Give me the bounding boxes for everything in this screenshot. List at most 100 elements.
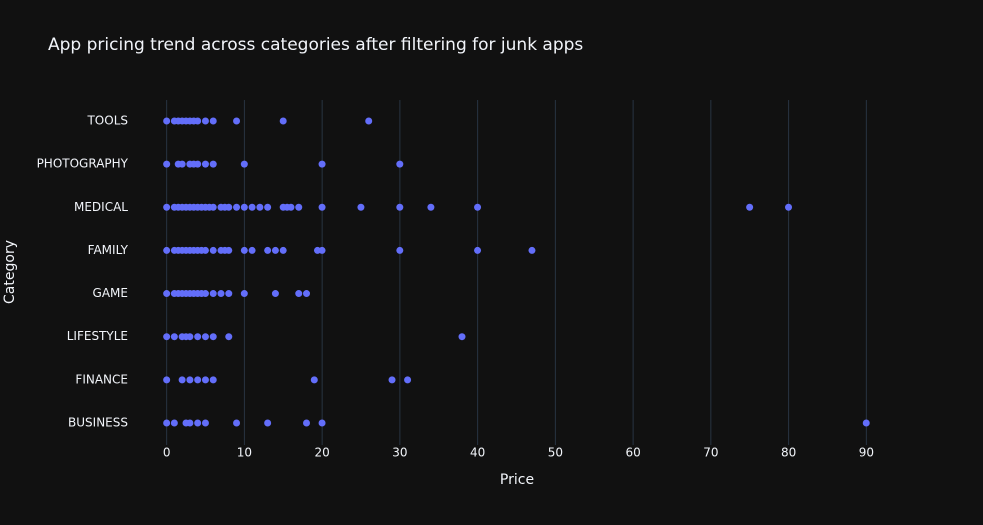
point <box>201 246 209 254</box>
point <box>303 290 311 298</box>
point <box>233 203 241 211</box>
point <box>287 203 295 211</box>
x-tick-label: 0 <box>163 446 171 460</box>
point <box>264 203 272 211</box>
point <box>785 203 793 211</box>
x-tick-label: 20 <box>315 446 330 460</box>
chart-title: App pricing trend across categories afte… <box>48 35 583 55</box>
point <box>163 333 171 341</box>
point <box>404 376 412 384</box>
point <box>271 246 279 254</box>
x-axis-title: Price <box>500 472 534 488</box>
y-tick-label: TOOLS <box>86 114 128 128</box>
point <box>279 246 287 254</box>
point <box>256 203 264 211</box>
point <box>163 160 171 168</box>
point <box>201 333 209 341</box>
point <box>209 246 217 254</box>
point <box>225 290 233 298</box>
point <box>217 290 225 298</box>
x-tick-label: 70 <box>703 446 718 460</box>
point <box>178 376 186 384</box>
x-tick-label: 90 <box>859 446 874 460</box>
y-tick-label: GAME <box>93 286 128 300</box>
point <box>225 246 233 254</box>
point <box>201 117 209 125</box>
point <box>201 160 209 168</box>
point <box>264 246 272 254</box>
point <box>170 419 178 427</box>
point <box>248 246 256 254</box>
point <box>233 419 241 427</box>
point <box>225 333 233 341</box>
point <box>194 160 202 168</box>
point <box>163 419 171 427</box>
point <box>365 117 373 125</box>
point <box>240 203 248 211</box>
point <box>357 203 365 211</box>
point <box>396 246 404 254</box>
point <box>862 419 870 427</box>
x-tick-label: 50 <box>548 446 563 460</box>
x-tick-label: 80 <box>781 446 796 460</box>
x-tick-label: 40 <box>470 446 485 460</box>
point <box>318 419 326 427</box>
x-tick-label: 30 <box>392 446 407 460</box>
point <box>163 376 171 384</box>
y-tick-label: LIFESTYLE <box>67 329 128 343</box>
point <box>163 117 171 125</box>
point <box>474 203 482 211</box>
point <box>233 117 241 125</box>
y-axis-title: Category <box>2 240 18 304</box>
point <box>303 419 311 427</box>
point <box>318 160 326 168</box>
point <box>295 290 303 298</box>
point <box>279 117 287 125</box>
point <box>201 419 209 427</box>
point <box>240 246 248 254</box>
point <box>194 117 202 125</box>
point <box>170 333 178 341</box>
y-tick-label: BUSINESS <box>68 415 128 429</box>
point <box>474 246 482 254</box>
point <box>186 333 194 341</box>
point <box>209 290 217 298</box>
point <box>240 160 248 168</box>
point <box>163 246 171 254</box>
point <box>295 203 303 211</box>
point <box>271 290 279 298</box>
point <box>209 117 217 125</box>
point <box>209 376 217 384</box>
point <box>209 333 217 341</box>
point <box>163 203 171 211</box>
point <box>194 376 202 384</box>
point <box>248 203 256 211</box>
point <box>310 376 318 384</box>
point <box>194 419 202 427</box>
point <box>186 419 194 427</box>
point <box>209 160 217 168</box>
point <box>225 203 233 211</box>
point <box>186 376 194 384</box>
point <box>388 376 396 384</box>
point <box>396 160 404 168</box>
point <box>264 419 272 427</box>
point <box>209 203 217 211</box>
y-tick-label: FAMILY <box>88 243 129 257</box>
x-tick-label: 60 <box>625 446 640 460</box>
point <box>458 333 466 341</box>
point <box>318 246 326 254</box>
point <box>178 160 186 168</box>
point <box>318 203 326 211</box>
point <box>746 203 754 211</box>
point <box>194 333 202 341</box>
point <box>427 203 435 211</box>
point <box>201 376 209 384</box>
y-tick-label: FINANCE <box>75 372 128 386</box>
y-tick-label: PHOTOGRAPHY <box>37 157 129 171</box>
x-tick-label: 10 <box>237 446 252 460</box>
point <box>201 290 209 298</box>
point <box>396 203 404 211</box>
